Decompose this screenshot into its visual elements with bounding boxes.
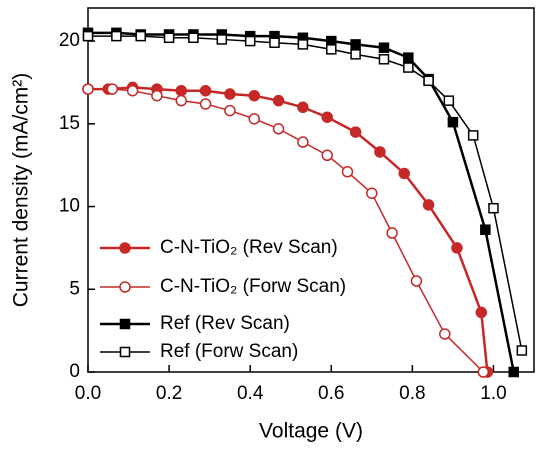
marker [508,366,519,378]
marker [350,39,361,50]
marker [216,34,228,45]
marker [297,101,309,114]
marker [175,94,188,107]
marker [475,306,488,319]
legend-label: Ref (Forw Scan) [160,341,298,362]
y-tick-label: 5 [69,278,80,299]
marker [326,44,337,55]
marker [488,202,499,214]
x-tick-label: 0.2 [156,383,182,404]
marker [126,84,139,97]
marker [341,166,354,178]
marker [82,83,94,95]
marker [321,149,333,162]
legend-marker [119,346,131,358]
marker [423,75,434,87]
legend-label: Ref (Rev Scan) [160,313,290,334]
marker [422,199,435,211]
marker [410,275,423,287]
marker [199,84,212,97]
marker [439,328,451,340]
marker [248,89,260,102]
x-tick-label: 0.0 [75,383,101,404]
marker [82,30,94,42]
series-line [88,35,523,351]
x-tick-label: 0.6 [318,383,344,404]
marker [163,32,175,44]
marker [386,227,398,239]
marker [349,126,362,138]
marker [378,54,390,65]
x-tick-label: 1.0 [480,383,506,404]
marker [366,187,378,200]
marker [451,242,463,254]
x-axis-title: Voltage (V) [259,420,363,443]
marker [224,88,236,100]
legend-label: C-N-TiO₂ (Forw Scan) [160,276,346,297]
marker [106,83,119,95]
legend-label: C-N-TiO₂ (Rev Scan) [160,237,338,258]
marker [350,49,361,60]
marker [135,30,146,42]
marker [321,111,333,123]
series-line [88,31,515,373]
marker [443,95,455,106]
x-tick-label: 0.4 [237,383,264,404]
marker [374,146,386,158]
marker [272,94,285,107]
marker [151,89,163,102]
y-tick-label: 20 [59,30,80,51]
marker [403,52,414,63]
marker [188,32,199,44]
marker [111,30,122,42]
legend-marker [119,318,131,330]
marker [467,130,479,141]
x-tick-label: 0.8 [399,383,425,404]
marker [477,366,490,378]
marker [224,104,236,117]
marker [516,345,528,356]
marker [244,35,256,47]
plot-frame [87,7,535,373]
marker [447,116,459,128]
marker [480,224,491,235]
y-tick-label: 10 [59,196,80,217]
marker [297,39,309,50]
legend-marker [119,281,131,293]
marker [175,84,188,97]
y-tick-label: 0 [69,361,80,382]
y-tick-label: 15 [59,113,80,134]
marker [199,98,212,110]
legend-marker [119,242,131,254]
marker [248,113,260,125]
marker [297,136,309,148]
marker [403,62,414,73]
marker [269,37,280,48]
y-axis-title: Current density (mA/cm²) [10,73,33,308]
marker [272,123,285,135]
marker [398,167,411,180]
marker [378,42,390,53]
